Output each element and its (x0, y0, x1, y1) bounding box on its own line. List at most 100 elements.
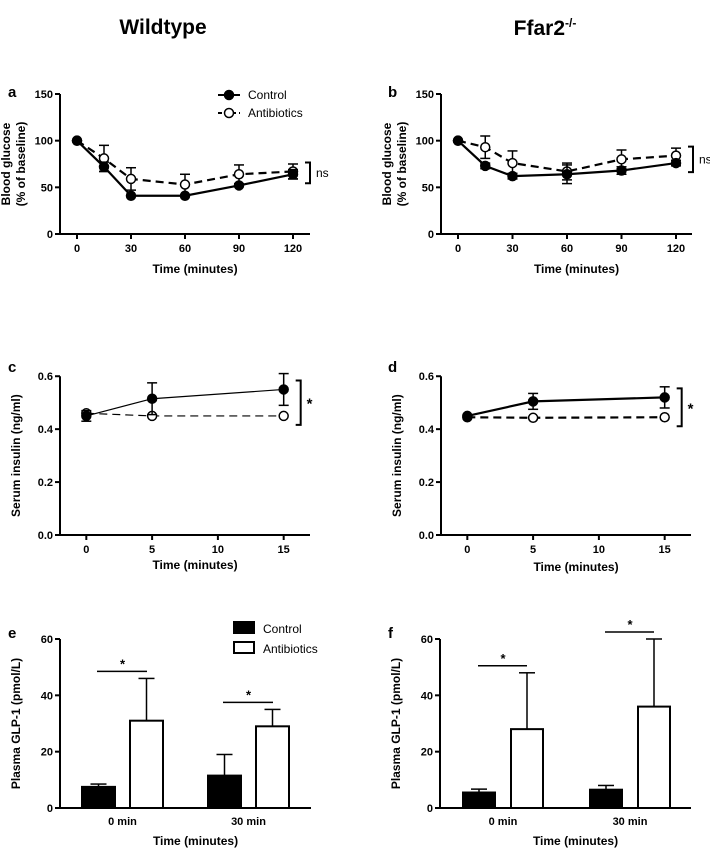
y-axis-label: Blood glucose (0, 122, 13, 205)
bar-control (462, 791, 496, 810)
significance-label: * (500, 651, 506, 666)
x-tick-label: 5 (149, 544, 155, 556)
y-tick-label: 0.4 (38, 424, 54, 436)
y-tick-label: 0 (47, 803, 53, 815)
data-point-control (659, 392, 670, 403)
data-point-control (71, 135, 83, 146)
x-tick-label: 30 min (613, 816, 648, 828)
legend-swatch (233, 641, 255, 654)
x-tick-label: 15 (659, 544, 671, 556)
x-tick-label: 0 (464, 544, 470, 556)
x-tick-label: 15 (278, 544, 290, 556)
panel-letter: d (388, 359, 397, 376)
y-tick-label: 0.2 (419, 477, 434, 489)
data-point-antibiotics (507, 157, 518, 169)
y-axis-label: Plasma GLP-1 (pmol/L) (9, 658, 23, 789)
y-tick-label: 50 (41, 182, 53, 194)
x-axis-label: Time (minutes) (152, 262, 237, 276)
panel-letter: b (388, 84, 397, 101)
y-tick-label: 0 (427, 803, 433, 815)
significance-label: ns (316, 166, 329, 180)
y-tick-label: 100 (35, 136, 53, 148)
chart-panel-c: c 0.0 0.2 0.4 0.6 Serum insulin (ng/ml) Time (… (8, 359, 313, 572)
data-point-control (616, 165, 627, 176)
significance-label: * (627, 617, 633, 632)
y-tick-label: 0 (47, 229, 53, 241)
legend-marker (223, 107, 235, 119)
data-point-antibiotics (125, 173, 137, 185)
column-title-ffar2: Ffar2-/- (445, 16, 645, 41)
data-point-control (462, 410, 473, 422)
data-point-antibiotics (179, 179, 191, 190)
chart-panel-d: d 0.0 0.2 0.4 0.6 Serum insulin (ng/ml) Time (… (388, 359, 694, 574)
y-tick-label: 60 (421, 634, 433, 646)
data-point-control (81, 410, 92, 422)
y-tick-label: 40 (41, 690, 53, 702)
bar-antibiotics (255, 725, 290, 809)
y-axis-label: (% of baseline) (14, 122, 28, 207)
x-tick-label: 60 (561, 243, 573, 255)
y-axis-label: Serum insulin (ng/ml) (9, 394, 23, 517)
panel-letter: a (8, 84, 17, 101)
series-line-control (457, 139, 677, 178)
x-axis-label: Time (minutes) (533, 560, 618, 574)
significance-label: ns (699, 152, 710, 166)
chart-panel-f: f 0 20 40 60 Plasma GLP-1 (pmol/L) Time (minut… (388, 617, 691, 848)
significance-bracket (295, 379, 302, 426)
column-title-wildtype: Wildtype (119, 16, 207, 39)
x-tick-label: 30 min (231, 816, 266, 828)
x-tick-label: 120 (284, 243, 302, 255)
panel-letter: c (8, 359, 16, 376)
x-tick-label: 5 (530, 544, 536, 556)
x-tick-label: 60 (179, 243, 191, 255)
series-line-control (86, 388, 284, 417)
x-axis-label: Time (minutes) (533, 834, 618, 848)
data-point-antibiotics (616, 154, 627, 165)
significance-label: * (688, 400, 694, 417)
x-tick-label: 0 (83, 544, 89, 556)
x-axis-label: Time (minutes) (152, 558, 237, 572)
x-axis-label: Time (minutes) (534, 262, 619, 276)
legend-marker (223, 89, 235, 101)
column-title-ffar2-superscript: -/- (565, 16, 577, 30)
y-tick-label: 0.2 (38, 477, 53, 489)
bar-antibiotics (637, 705, 671, 809)
y-tick-label: 0.6 (38, 371, 53, 383)
data-point-control (452, 135, 464, 146)
y-tick-label: 40 (421, 690, 433, 702)
data-point-control (98, 161, 110, 173)
y-axis-label: (% of baseline) (395, 122, 409, 207)
y-tick-label: 0.4 (419, 424, 435, 436)
legend-label: Antibiotics (263, 642, 318, 656)
y-axis-label: Serum insulin (ng/ml) (390, 394, 404, 517)
y-tick-label: 150 (416, 89, 434, 101)
y-tick-label: 100 (416, 136, 434, 148)
legend-label: Antibiotics (248, 106, 303, 120)
significance-label: * (120, 656, 126, 671)
significance-label: * (307, 396, 313, 413)
data-point-control (480, 160, 491, 172)
x-tick-label: 10 (593, 544, 605, 556)
data-point-control (233, 180, 245, 191)
significance-bracket (676, 387, 683, 428)
data-point-control (125, 190, 137, 201)
x-tick-label: 0 (455, 243, 461, 255)
data-point-antibiotics (527, 412, 539, 424)
x-tick-label: 10 (212, 544, 224, 556)
y-axis-label: Blood glucose (380, 122, 394, 205)
data-point-control (287, 169, 299, 180)
data-point-control (507, 170, 518, 182)
y-tick-label: 0.6 (419, 371, 434, 383)
y-tick-label: 20 (41, 747, 53, 759)
x-tick-label: 0 min (108, 816, 137, 828)
data-point-control (561, 169, 573, 180)
data-point-control (527, 396, 539, 407)
series-line-antibiotics (467, 416, 665, 419)
panel-letter: f (388, 625, 394, 642)
x-tick-label: 0 min (489, 816, 518, 828)
series-line-antibiotics (86, 412, 284, 417)
bar-control (589, 788, 623, 809)
bar-control (81, 785, 116, 809)
data-point-control (278, 384, 289, 395)
x-tick-label: 0 (74, 243, 80, 255)
